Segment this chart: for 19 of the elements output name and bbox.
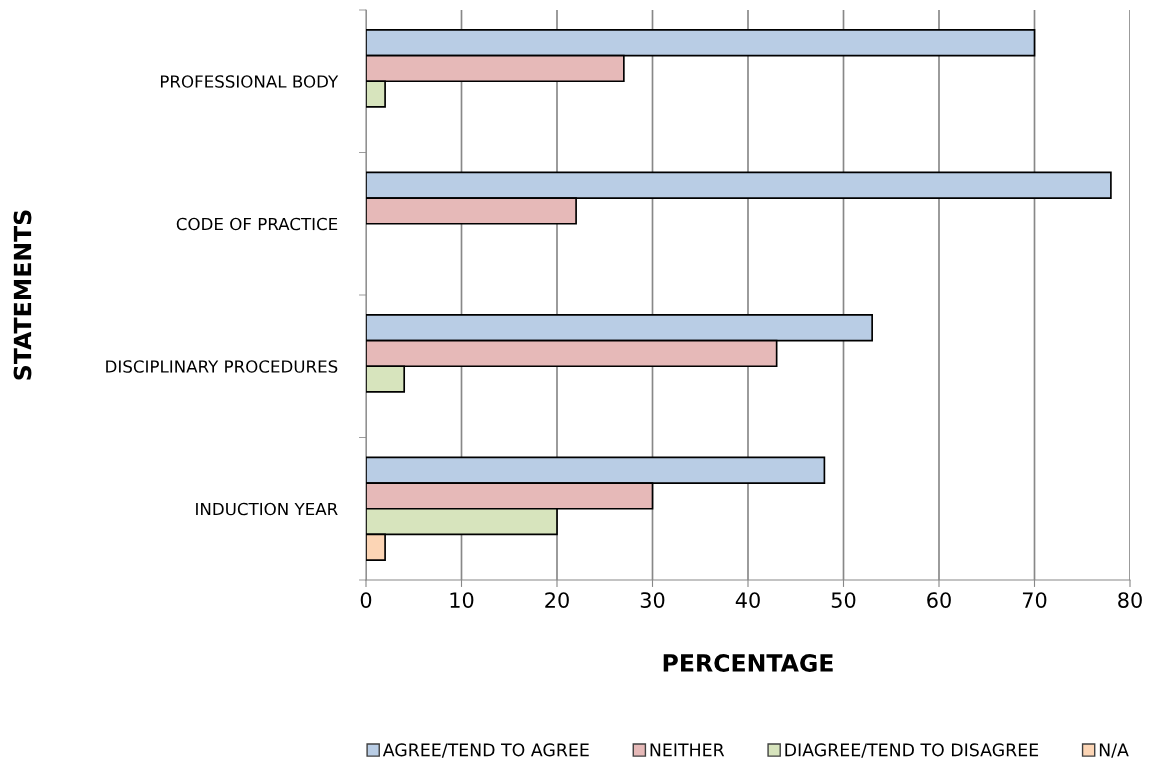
x-tick-label: 80: [1118, 592, 1142, 608]
legend-label: N/A: [1099, 743, 1129, 758]
legend-label: NEITHER: [650, 743, 725, 757]
legend-label: DIAGREE/TEND TO DISAGREE: [785, 743, 1039, 758]
y-tick-label: CODE OF PRACTICE: [176, 217, 338, 231]
y-axis-title: STATEMENTS: [13, 210, 32, 380]
x-axis-title: PERCENTAGE: [663, 654, 833, 672]
x-tick-label: 30: [640, 592, 665, 608]
x-tick-label: 40: [735, 592, 760, 608]
x-tick-label: 50: [831, 592, 856, 608]
y-tick-label: INDUCTION YEAR: [196, 502, 338, 516]
y-tick-label: PROFESSIONAL BODY: [160, 75, 339, 88]
x-tick-label: 20: [545, 592, 569, 608]
legend-label: AGREE/TEND TO AGREE: [382, 743, 589, 758]
x-tick-label: 0: [360, 592, 372, 608]
x-tick-label: 70: [1022, 592, 1047, 608]
x-tick-label: 60: [927, 592, 951, 608]
x-tick-label: 10: [450, 592, 474, 608]
y-tick-label: DISCIPLINARY PROCEDURES: [106, 360, 338, 373]
